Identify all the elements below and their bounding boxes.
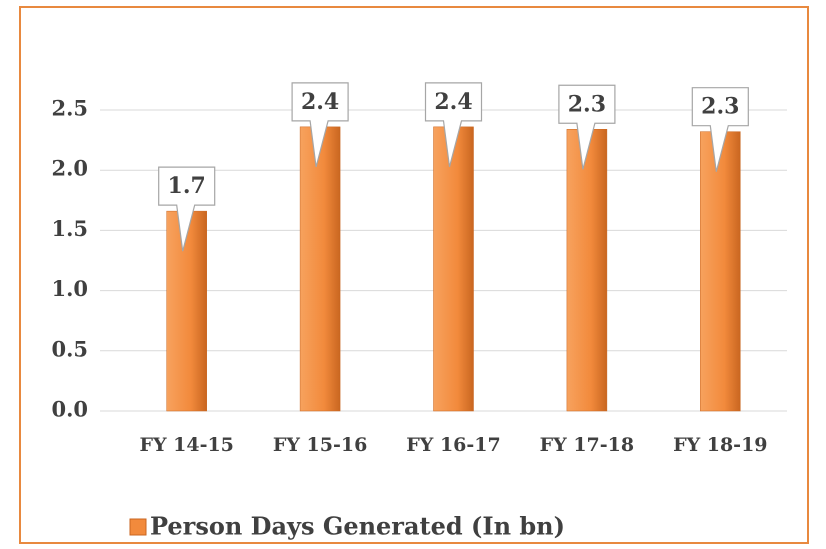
legend-label: Person Days Generated (In bn) [150, 512, 565, 541]
x-tick-label: FY 16-17 [406, 434, 500, 456]
y-tick-label: 0.0 [51, 397, 88, 422]
y-tick-label: 2.0 [51, 156, 88, 181]
value-label: 1.7 [168, 173, 206, 199]
callout [291, 82, 349, 168]
callout [558, 84, 616, 170]
callout [424, 82, 483, 168]
y-tick-label: 0.5 [51, 336, 88, 361]
x-tick-label: FY 15-16 [273, 434, 367, 456]
callout [158, 166, 216, 252]
y-tick-label: 2.5 [51, 96, 88, 121]
legend-swatch [129, 518, 147, 536]
x-tick-label: FY 18-19 [673, 434, 767, 456]
value-label: 2.3 [568, 91, 606, 117]
bar [433, 126, 474, 412]
value-label: 2.4 [301, 89, 339, 115]
bar [166, 210, 207, 412]
x-tick-label: FY 14-15 [139, 434, 233, 456]
bar [566, 129, 608, 412]
value-label: 2.3 [701, 94, 739, 120]
bar [299, 126, 341, 412]
bar [700, 131, 741, 412]
x-tick-label: FY 17-18 [540, 434, 634, 456]
value-label: 2.4 [434, 89, 472, 115]
y-tick-label: 1.5 [51, 216, 88, 241]
callout [691, 87, 749, 172]
chart-border [19, 6, 809, 544]
y-tick-label: 1.0 [51, 276, 88, 301]
